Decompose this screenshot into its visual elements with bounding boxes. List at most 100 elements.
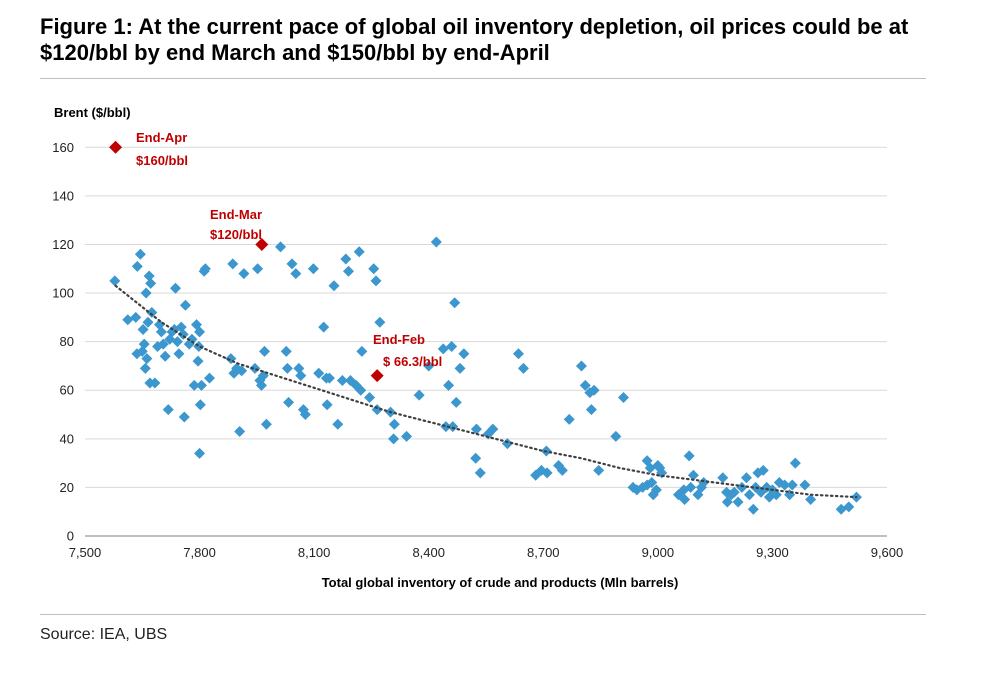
data-point: [171, 336, 183, 348]
projection-point: [370, 369, 384, 383]
data-point: [687, 469, 699, 481]
data-point: [413, 389, 425, 401]
projection-point: [109, 140, 123, 154]
x-tick-labels: 7,500 7,800 8,100 8,400 8,700 9,000 9,300 9,600: [69, 545, 904, 560]
y-axis-label: Brent ($/bbl): [54, 105, 131, 120]
data-point: [747, 503, 759, 515]
data-point: [470, 423, 482, 435]
data-point: [401, 430, 413, 442]
data-point: [155, 326, 167, 338]
y-tick-label: 20: [60, 480, 74, 495]
data-point: [149, 377, 161, 389]
data-point: [588, 384, 600, 396]
data-point: [143, 270, 155, 282]
y-tick-label: 120: [52, 237, 74, 252]
data-point: [281, 362, 293, 374]
bottom-divider: [40, 614, 926, 615]
data-point: [286, 258, 298, 270]
data-point: [721, 496, 733, 508]
data-point: [227, 258, 239, 270]
data-point: [136, 345, 148, 357]
x-tick-label: 8,400: [412, 545, 445, 560]
data-point: [194, 447, 206, 459]
data-point: [280, 345, 292, 357]
data-point: [145, 277, 157, 289]
data-point: [199, 263, 211, 275]
data-point: [318, 321, 330, 333]
data-point: [646, 477, 658, 489]
data-point: [487, 423, 499, 435]
top-divider: [40, 78, 926, 79]
gridlines: [85, 146, 887, 488]
x-tick-label: 7,800: [183, 545, 216, 560]
data-point: [617, 392, 629, 404]
data-point: [679, 494, 691, 506]
data-point: [194, 326, 206, 338]
y-tick-labels: 0 20 40 60 80 100 120 140 160: [52, 140, 74, 544]
data-point: [275, 241, 287, 253]
data-point: [789, 457, 801, 469]
data-point: [585, 404, 597, 416]
data-point: [249, 362, 261, 374]
x-tick-label: 8,700: [527, 545, 560, 560]
x-tick-label: 7,500: [69, 545, 102, 560]
data-point: [122, 314, 134, 326]
data-point: [512, 348, 524, 360]
data-point: [744, 489, 756, 501]
data-point: [258, 345, 270, 357]
data-point: [356, 345, 368, 357]
data-point: [717, 472, 729, 484]
data-point: [474, 467, 486, 479]
data-point: [204, 372, 216, 384]
source-note: Source: IEA, UBS: [40, 626, 168, 643]
data-point: [470, 452, 482, 464]
data-point: [299, 409, 311, 421]
end-apr-label: End-Apr: [136, 130, 187, 145]
data-point: [193, 341, 205, 353]
data-point: [579, 379, 591, 391]
data-point: [238, 268, 250, 280]
data-point: [252, 263, 264, 275]
data-point: [131, 260, 143, 272]
data-point: [283, 396, 295, 408]
data-point: [134, 248, 146, 260]
y-tick-label: 60: [60, 383, 74, 398]
data-point: [255, 379, 267, 391]
data-point: [728, 486, 740, 498]
data-point: [188, 379, 200, 391]
figure-title: Figure 1: At the current pace of global …: [40, 14, 909, 65]
data-point: [650, 484, 662, 496]
data-point: [685, 481, 697, 493]
data-point: [323, 372, 335, 384]
data-point: [364, 392, 376, 404]
data-point: [698, 477, 710, 489]
data-point: [328, 280, 340, 292]
y-tick-label: 100: [52, 286, 74, 301]
y-tick-label: 140: [52, 188, 74, 203]
data-point: [446, 341, 458, 353]
data-point: [192, 355, 204, 367]
data-point: [575, 360, 587, 372]
data-point: [260, 418, 272, 430]
data-point: [179, 299, 191, 311]
data-point: [517, 362, 529, 374]
data-point: [332, 418, 344, 430]
x-tick-label: 9,000: [642, 545, 675, 560]
end-mar-label: End-Mar: [210, 207, 262, 222]
data-point: [157, 338, 169, 350]
data-point: [447, 421, 459, 433]
data-point: [336, 375, 348, 387]
data-point: [443, 379, 455, 391]
data-point: [736, 481, 748, 493]
data-point: [770, 489, 782, 501]
data-point: [178, 411, 190, 423]
data-point: [355, 384, 367, 396]
end-mar-price: $120/bbl: [210, 227, 262, 242]
data-point: [234, 426, 246, 438]
data-point: [388, 433, 400, 445]
data-point: [109, 275, 121, 287]
data-point: [799, 479, 811, 491]
data-point: [343, 265, 355, 277]
end-apr-price: $160/bbl: [136, 153, 188, 168]
data-point: [307, 263, 319, 275]
